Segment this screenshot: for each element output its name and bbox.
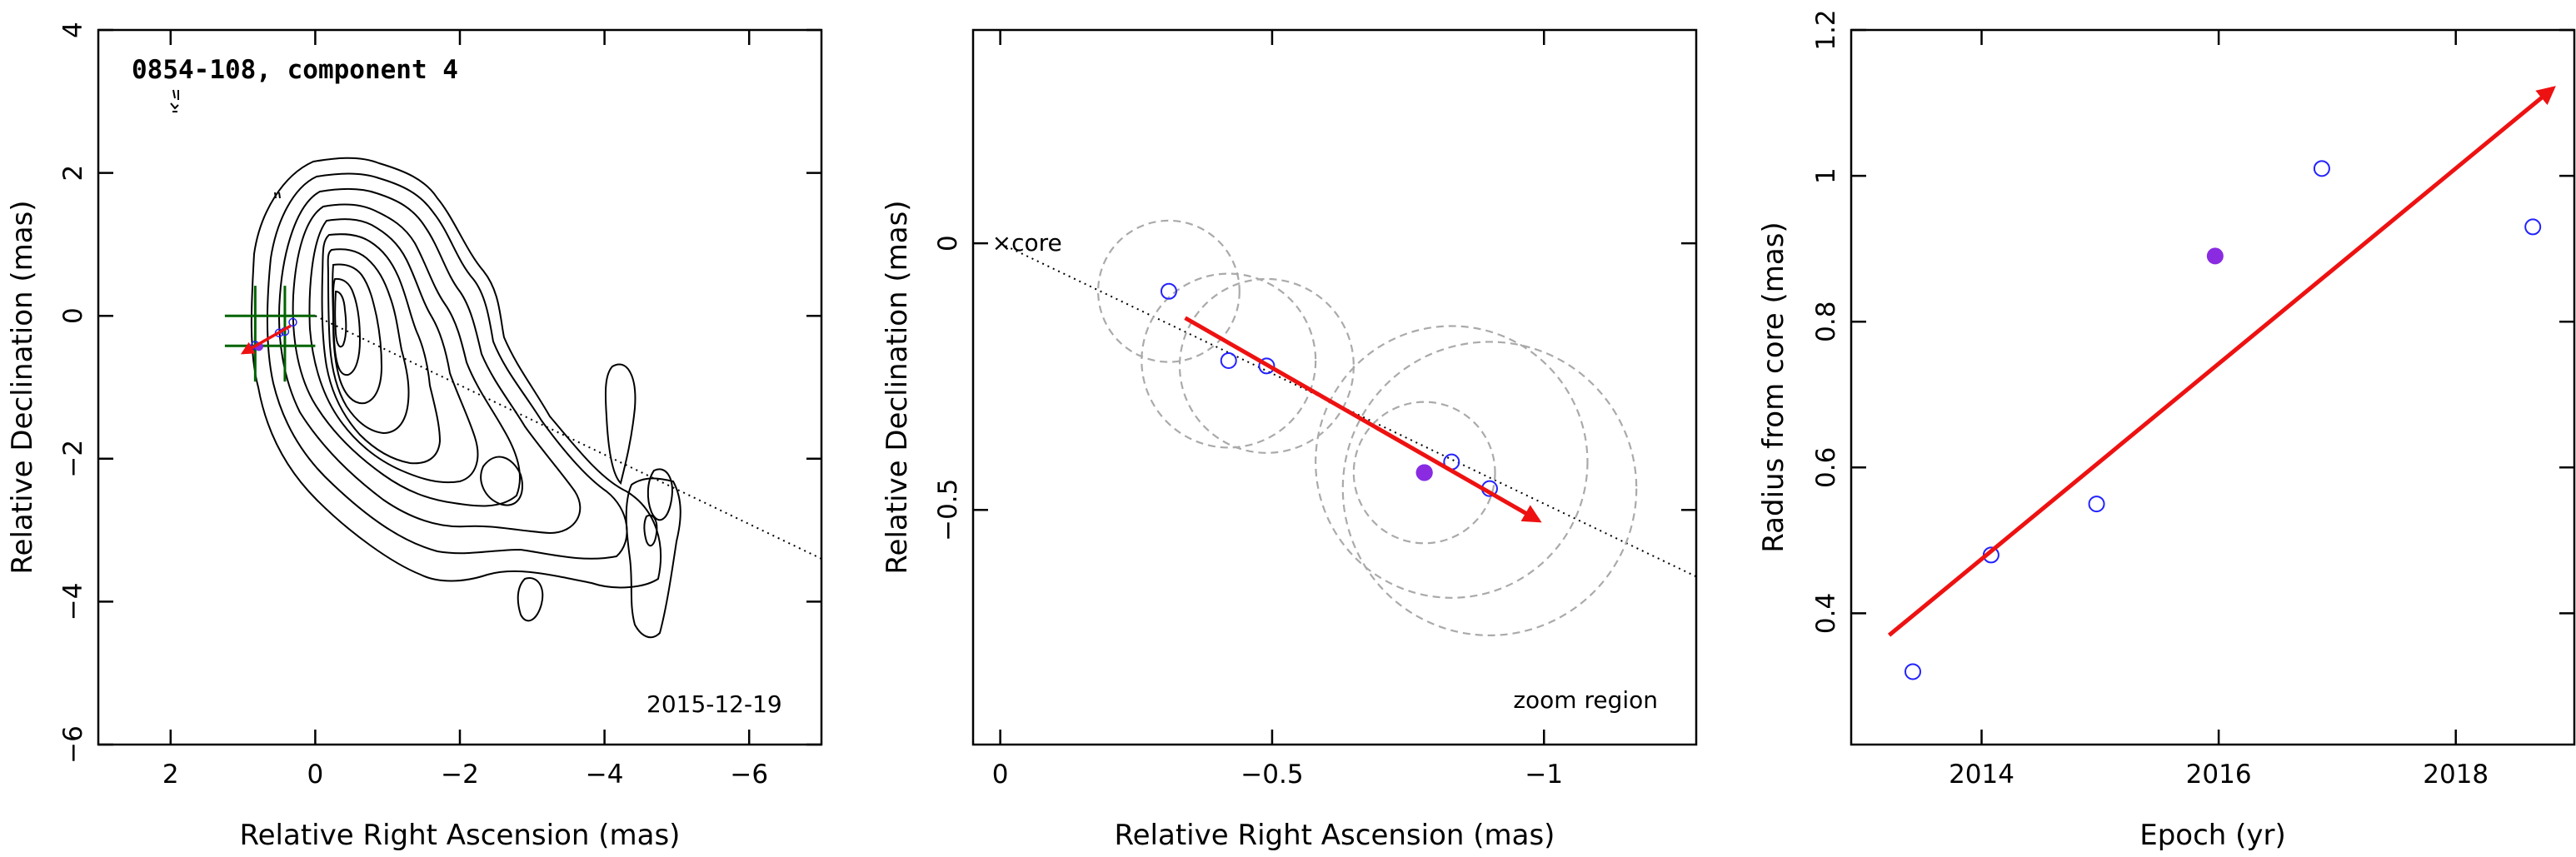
panel2-xlabel: Relative Right Ascension (mas) <box>1115 819 1555 852</box>
component-size-circle <box>1141 272 1317 449</box>
data-point <box>2088 496 2105 513</box>
highlight-point <box>1415 464 1433 481</box>
motion-arrow <box>1184 316 1542 523</box>
panel2-marks <box>1160 282 1542 523</box>
x-tick-label: −1 <box>1525 760 1563 790</box>
component-size-circle <box>1097 219 1241 363</box>
component-size-circle <box>1178 277 1355 454</box>
zoom-grid-boxes <box>224 286 316 382</box>
panel1-marks <box>240 317 297 355</box>
x-tick-label: 2016 <box>2186 760 2252 790</box>
x-tick-label: 0 <box>992 760 1009 790</box>
zoom-region-label: zoom region <box>1513 686 1658 714</box>
data-point <box>1258 357 1276 375</box>
y-tick-label: 1 <box>1811 167 1841 184</box>
epoch-date-label: 2015-12-19 <box>646 690 782 718</box>
panel-contour-map: 2 0 −2 −4 −6 4 2 0 −2 −4 −6 0854-108, component 4 <box>6 22 823 852</box>
core-label: ×core <box>992 229 1062 257</box>
panel2-frame <box>971 28 1698 746</box>
motion-arrow <box>240 324 292 355</box>
x-tick-label: −0.5 <box>1241 760 1303 790</box>
y-tick-label: −4 <box>58 583 88 621</box>
x-tick-label: −4 <box>586 760 624 790</box>
panel1-xlabel: Relative Right Ascension (mas) <box>240 819 681 852</box>
component-size-circles <box>1097 219 1638 636</box>
contour-map <box>170 89 681 639</box>
y-tick-label: 0 <box>933 235 963 252</box>
panel1-frame <box>97 28 823 746</box>
data-point <box>1220 351 1237 369</box>
y-tick-label: 2 <box>58 165 88 182</box>
y-tick-label: −0.5 <box>933 479 963 541</box>
component-size-circle <box>1341 341 1638 636</box>
panel2-ylabel: Relative Declination (mas) <box>881 200 914 574</box>
highlight-point <box>2206 247 2224 265</box>
x-tick-label: 0 <box>307 760 324 790</box>
y-tick-label: 0.4 <box>1811 593 1841 634</box>
jet-direction-line <box>314 315 822 560</box>
panel1-title: 0854-108, component 4 <box>132 55 458 85</box>
panel-zoom-region: 0 −0.5 −1 0 −0.5 ×core zoom region Relative … <box>881 28 1698 852</box>
data-point <box>288 317 297 327</box>
panel3-xlabel: Epoch (yr) <box>2139 819 2286 852</box>
y-tick-label: 1.2 <box>1811 9 1841 50</box>
x-tick-label: −6 <box>730 760 768 790</box>
y-tick-label: 4 <box>58 22 88 38</box>
data-point <box>1904 663 1921 680</box>
x-tick-label: 2 <box>162 760 179 790</box>
y-tick-label: 0.8 <box>1811 301 1841 342</box>
component-size-circle <box>1315 325 1589 599</box>
y-tick-label: −2 <box>58 440 88 478</box>
panel3-axes: 2014 2016 2018 0.4 0.6 0.8 1 1.2 <box>1811 9 2574 790</box>
x-tick-label: 2014 <box>1949 760 2014 790</box>
panel3-frame <box>1850 28 2576 746</box>
panel3-ylabel: Radius from core (mas) <box>1757 222 1790 552</box>
panel-radius-vs-epoch: 2014 2016 2018 0.4 0.6 0.8 1 1.2 Epoch (yr) Rad… <box>1757 9 2576 852</box>
y-tick-label: 0.6 <box>1811 447 1841 488</box>
component-size-circle <box>1352 401 1496 545</box>
motion-arrow <box>1887 86 2556 637</box>
panel3-marks <box>1887 86 2556 680</box>
x-tick-label: 2018 <box>2423 760 2489 790</box>
panel2-axes: 0 −0.5 −1 0 −0.5 <box>933 30 1696 790</box>
data-point <box>2524 218 2542 236</box>
x-tick-label: −2 <box>441 760 479 790</box>
data-point <box>1160 282 1177 300</box>
y-tick-label: 0 <box>58 307 88 324</box>
panel1-ylabel: Relative Declination (mas) <box>6 200 39 574</box>
panel1-axes: 2 0 −2 −4 −6 4 2 0 −2 −4 −6 <box>58 22 821 790</box>
data-point <box>2313 160 2330 177</box>
y-tick-label: −6 <box>58 725 88 764</box>
